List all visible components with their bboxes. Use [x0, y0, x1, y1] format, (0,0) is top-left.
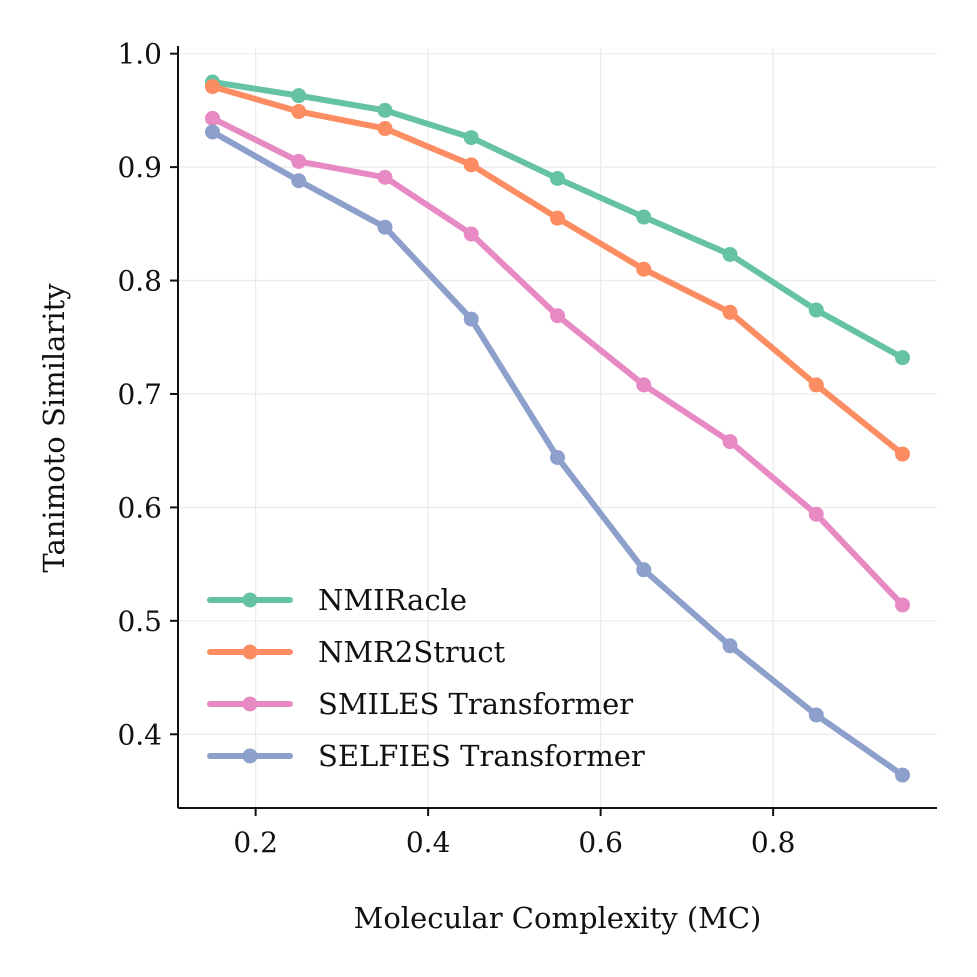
series-nmr2struct [205, 79, 910, 462]
data-point [550, 449, 565, 465]
data-point [205, 79, 220, 95]
data-point [291, 88, 307, 104]
grid [178, 48, 937, 808]
legend-item: NMR2Struct [207, 635, 506, 669]
legend-label: SELFIES Transformer [318, 739, 645, 773]
data-point [895, 597, 910, 613]
y-tick-label: 0.5 [117, 605, 162, 638]
legend-swatch-marker [242, 644, 258, 660]
data-point [636, 562, 652, 578]
legend-item: SELFIES Transformer [207, 739, 645, 773]
x-tick-label: 0.4 [406, 826, 451, 859]
data-point [722, 638, 738, 654]
data-point [895, 446, 910, 462]
legend: NMIRacle NMR2Struct SMILES Transformer SELF… [207, 583, 645, 773]
data-point [722, 304, 738, 320]
legend-label: SMILES Transformer [318, 687, 633, 721]
y-tick-label: 0.6 [117, 491, 162, 524]
legend-item: NMIRacle [207, 583, 467, 617]
data-point [291, 173, 307, 189]
data-point [808, 707, 824, 723]
x-tick-label: 0.6 [578, 826, 623, 859]
data-point [636, 261, 652, 277]
series-selfies-transformer [205, 124, 910, 783]
data-point [808, 302, 824, 318]
data-point [205, 110, 220, 126]
x-tick-label: 0.2 [233, 826, 278, 859]
x-axis-title: Molecular Complexity (MC) [354, 901, 762, 935]
data-point [808, 377, 824, 393]
data-point [895, 350, 910, 366]
data-point [377, 169, 393, 185]
series-layer [205, 74, 910, 783]
data-point [550, 170, 565, 186]
data-point [463, 157, 479, 173]
y-tick-label: 0.7 [117, 378, 162, 411]
data-point [377, 121, 393, 137]
data-point [636, 209, 652, 225]
data-point [722, 246, 738, 262]
data-point [550, 210, 565, 226]
y-tick-label: 1.0 [117, 38, 162, 71]
axes [177, 46, 937, 809]
y-tick-label: 0.9 [117, 151, 162, 184]
data-point [205, 124, 220, 140]
data-point [722, 434, 738, 450]
data-point [291, 153, 307, 169]
y-tick-label: 0.4 [117, 718, 162, 751]
data-point [636, 377, 652, 393]
x-tick-label: 0.8 [751, 826, 796, 859]
y-axis-title: Tanimoto Similarity [37, 283, 71, 573]
series-smiles-transformer [205, 110, 910, 613]
data-point [463, 130, 479, 146]
legend-label: NMIRacle [318, 583, 467, 617]
legend-item: SMILES Transformer [207, 687, 633, 721]
data-point [463, 226, 479, 242]
data-point [550, 308, 565, 324]
legend-label: NMR2Struct [318, 635, 506, 669]
data-point [377, 102, 393, 118]
legend-swatch-marker [242, 592, 258, 608]
ticks: 0.2 0.4 0.6 0.8 0.4 0.5 0.6 0.7 0.8 0.9 1.0 [117, 38, 795, 859]
data-point [463, 311, 479, 327]
legend-swatch-marker [242, 696, 258, 712]
legend-swatch-marker [242, 748, 258, 764]
data-point [895, 767, 910, 783]
data-point [808, 506, 824, 522]
data-point [377, 219, 393, 235]
y-tick-label: 0.8 [117, 265, 162, 298]
series-line [209, 83, 906, 458]
data-point [291, 104, 307, 120]
